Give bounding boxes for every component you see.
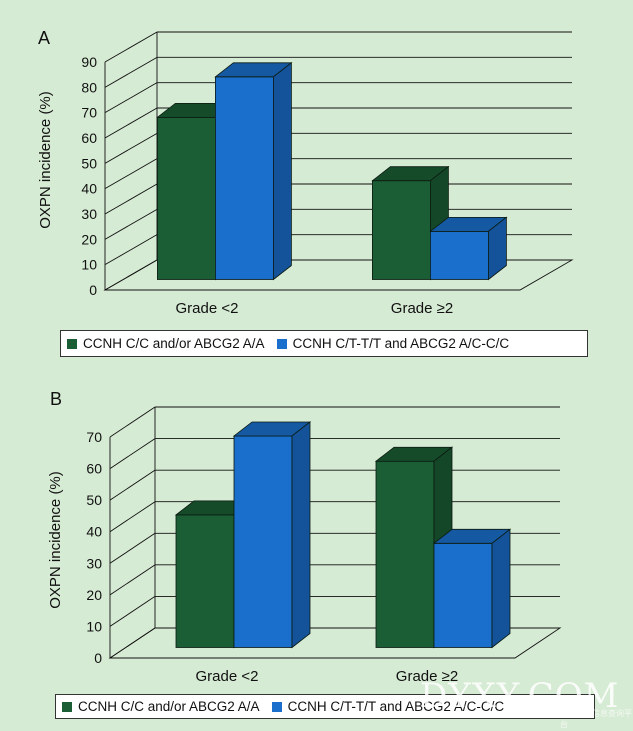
gridline-diagonal bbox=[104, 82, 158, 114]
floor bbox=[108, 627, 562, 659]
watermark-subtext: 中国医药信息查询平台 bbox=[560, 709, 632, 729]
legend-swatch-series-1 bbox=[62, 701, 72, 712]
gridline-diagonal bbox=[109, 532, 156, 564]
y-tick-label: 20 bbox=[81, 231, 97, 247]
y-tick-label: 10 bbox=[86, 618, 102, 634]
bar-1-1 bbox=[156, 116, 216, 280]
bar-2-2 bbox=[433, 542, 493, 648]
bar-1-2 bbox=[375, 460, 435, 648]
bar-side-2-2 bbox=[491, 528, 511, 649]
legend-item-series-2: CCNH C/T-T/T and ABCG2 A/C-C/C bbox=[271, 699, 505, 714]
bar-1-1 bbox=[175, 514, 235, 648]
legend-panel-b: CCNH C/C and/or ABCG2 A/A CCNH C/T-T/T a… bbox=[55, 694, 595, 719]
gridline-diagonal bbox=[104, 234, 158, 266]
gridline-diagonal bbox=[104, 107, 158, 139]
x-tick-label: Grade ≥2 bbox=[391, 300, 453, 317]
gridline-diagonal bbox=[109, 406, 156, 438]
gridline-diagonal bbox=[109, 596, 156, 627]
bar-side-2-1 bbox=[291, 421, 311, 649]
y-tick-label: 70 bbox=[81, 105, 97, 121]
legend-swatch-series-2 bbox=[276, 338, 287, 349]
legend-swatch-series-2 bbox=[271, 701, 282, 712]
gridline-diagonal bbox=[104, 132, 158, 164]
bar-2-2 bbox=[429, 230, 489, 280]
y-tick-label: 90 bbox=[81, 54, 97, 70]
legend-swatch-series-1 bbox=[67, 338, 77, 349]
y-tick-label: 20 bbox=[86, 587, 102, 603]
gridline-diagonal bbox=[104, 56, 158, 88]
x-tick-label: Grade ≥2 bbox=[396, 668, 458, 685]
legend-panel-a: CCNH C/C and/or ABCG2 A/A CCNH C/T-T/T a… bbox=[60, 330, 588, 357]
y-axis-label: OXPN incidence (%) bbox=[37, 91, 54, 229]
gridline-diagonal bbox=[104, 183, 158, 215]
legend-label-series-2: CCNH C/T-T/T and ABCG2 A/C-C/C bbox=[292, 336, 510, 351]
gridline-diagonal bbox=[109, 501, 156, 533]
bar-2-1 bbox=[214, 76, 274, 280]
bar-side-2-2 bbox=[487, 216, 507, 281]
y-tick-label: 50 bbox=[86, 492, 102, 508]
gridline-diagonal bbox=[104, 208, 158, 240]
watermark-logo: DYXY.COM bbox=[420, 676, 620, 716]
bar-1-2 bbox=[371, 180, 431, 280]
y-tick-label: 30 bbox=[86, 555, 102, 571]
gridline-diagonal bbox=[104, 31, 158, 63]
x-tick-label: Grade <2 bbox=[176, 300, 239, 317]
chart-panel-a: A 0 10 20 30 40 50 60 70 80 90 Grade <2 Grade ≥2 OXPN… bbox=[37, 28, 574, 317]
y-tick-label: 40 bbox=[81, 181, 97, 197]
gridline-diagonal bbox=[104, 158, 158, 190]
chart-panel-b: B 0 10 20 30 40 50 60 70 Grade <2 Grade ≥2 OXPN inc… bbox=[47, 389, 562, 685]
y-tick-label: 40 bbox=[86, 524, 102, 540]
x-tick-label: Grade <2 bbox=[196, 668, 259, 685]
floor bbox=[103, 259, 574, 291]
panel-letter: B bbox=[50, 389, 62, 409]
y-tick-label: 50 bbox=[81, 155, 97, 171]
bar-2-1 bbox=[233, 435, 293, 648]
y-tick-label: 80 bbox=[81, 79, 97, 95]
y-tick-label: 60 bbox=[81, 130, 97, 146]
bar-side-2-1 bbox=[272, 62, 292, 281]
legend-item-series-1: CCNH C/C and/or ABCG2 A/A bbox=[62, 699, 260, 714]
legend-label-series-1: CCNH C/C and/or ABCG2 A/A bbox=[83, 336, 265, 351]
y-tick-label: 0 bbox=[89, 282, 97, 298]
legend-item-series-1: CCNH C/C and/or ABCG2 A/A bbox=[67, 336, 265, 351]
legend-label-series-1: CCNH C/C and/or ABCG2 A/A bbox=[78, 699, 260, 714]
y-tick-label: 10 bbox=[81, 257, 97, 273]
gridline-diagonal bbox=[109, 438, 156, 469]
gridline-diagonal bbox=[109, 469, 156, 501]
y-tick-label: 70 bbox=[86, 429, 102, 445]
gridline-diagonal bbox=[109, 564, 156, 596]
y-tick-label: 0 bbox=[94, 650, 102, 666]
panel-letter: A bbox=[38, 28, 50, 48]
legend-item-series-2: CCNH C/T-T/T and ABCG2 A/C-C/C bbox=[276, 336, 510, 351]
y-axis-label: OXPN incidence (%) bbox=[47, 471, 64, 609]
y-tick-label: 60 bbox=[86, 461, 102, 477]
legend-label-series-2: CCNH C/T-T/T and ABCG2 A/C-C/C bbox=[287, 699, 505, 714]
y-tick-label: 30 bbox=[81, 206, 97, 222]
